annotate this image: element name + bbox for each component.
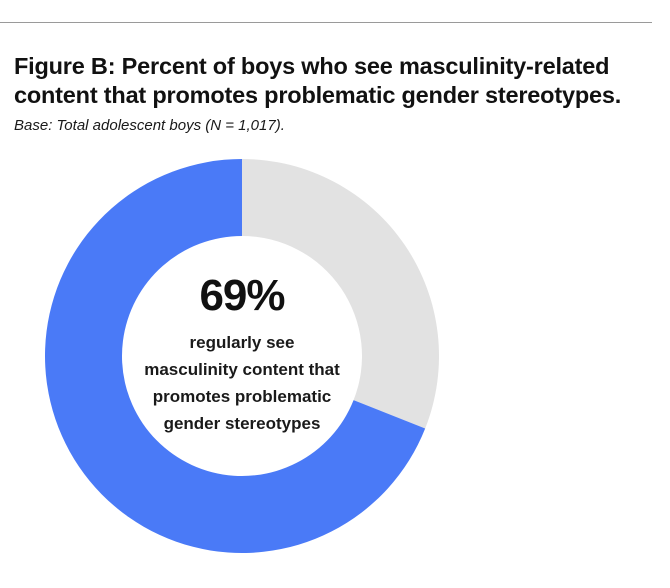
center-percent-value: 69%	[199, 271, 285, 320]
chart-title: Figure B: Percent of boys who see mascul…	[14, 52, 654, 110]
donut-slice-remainder	[242, 159, 439, 429]
center-caption-line-2: masculinity content that	[144, 360, 340, 379]
center-caption-line-1: regularly see	[189, 333, 295, 352]
center-caption-line-3: promotes problematic	[152, 387, 332, 406]
center-caption-line-4: gender stereotypes	[163, 414, 321, 433]
chart-title-line-2: content that promotes problematic gender…	[14, 82, 622, 108]
donut-slice-regularly-see	[45, 158, 426, 553]
center-caption: regularly see masculinity content that p…	[112, 329, 372, 437]
top-divider	[0, 22, 652, 23]
chart-subtitle: Base: Total adolescent boys (N = 1,017).	[14, 117, 285, 134]
donut-center-label: 69% regularly see masculinity content th…	[112, 270, 372, 437]
chart-title-line-1: Figure B: Percent of boys who see mascul…	[14, 53, 610, 79]
